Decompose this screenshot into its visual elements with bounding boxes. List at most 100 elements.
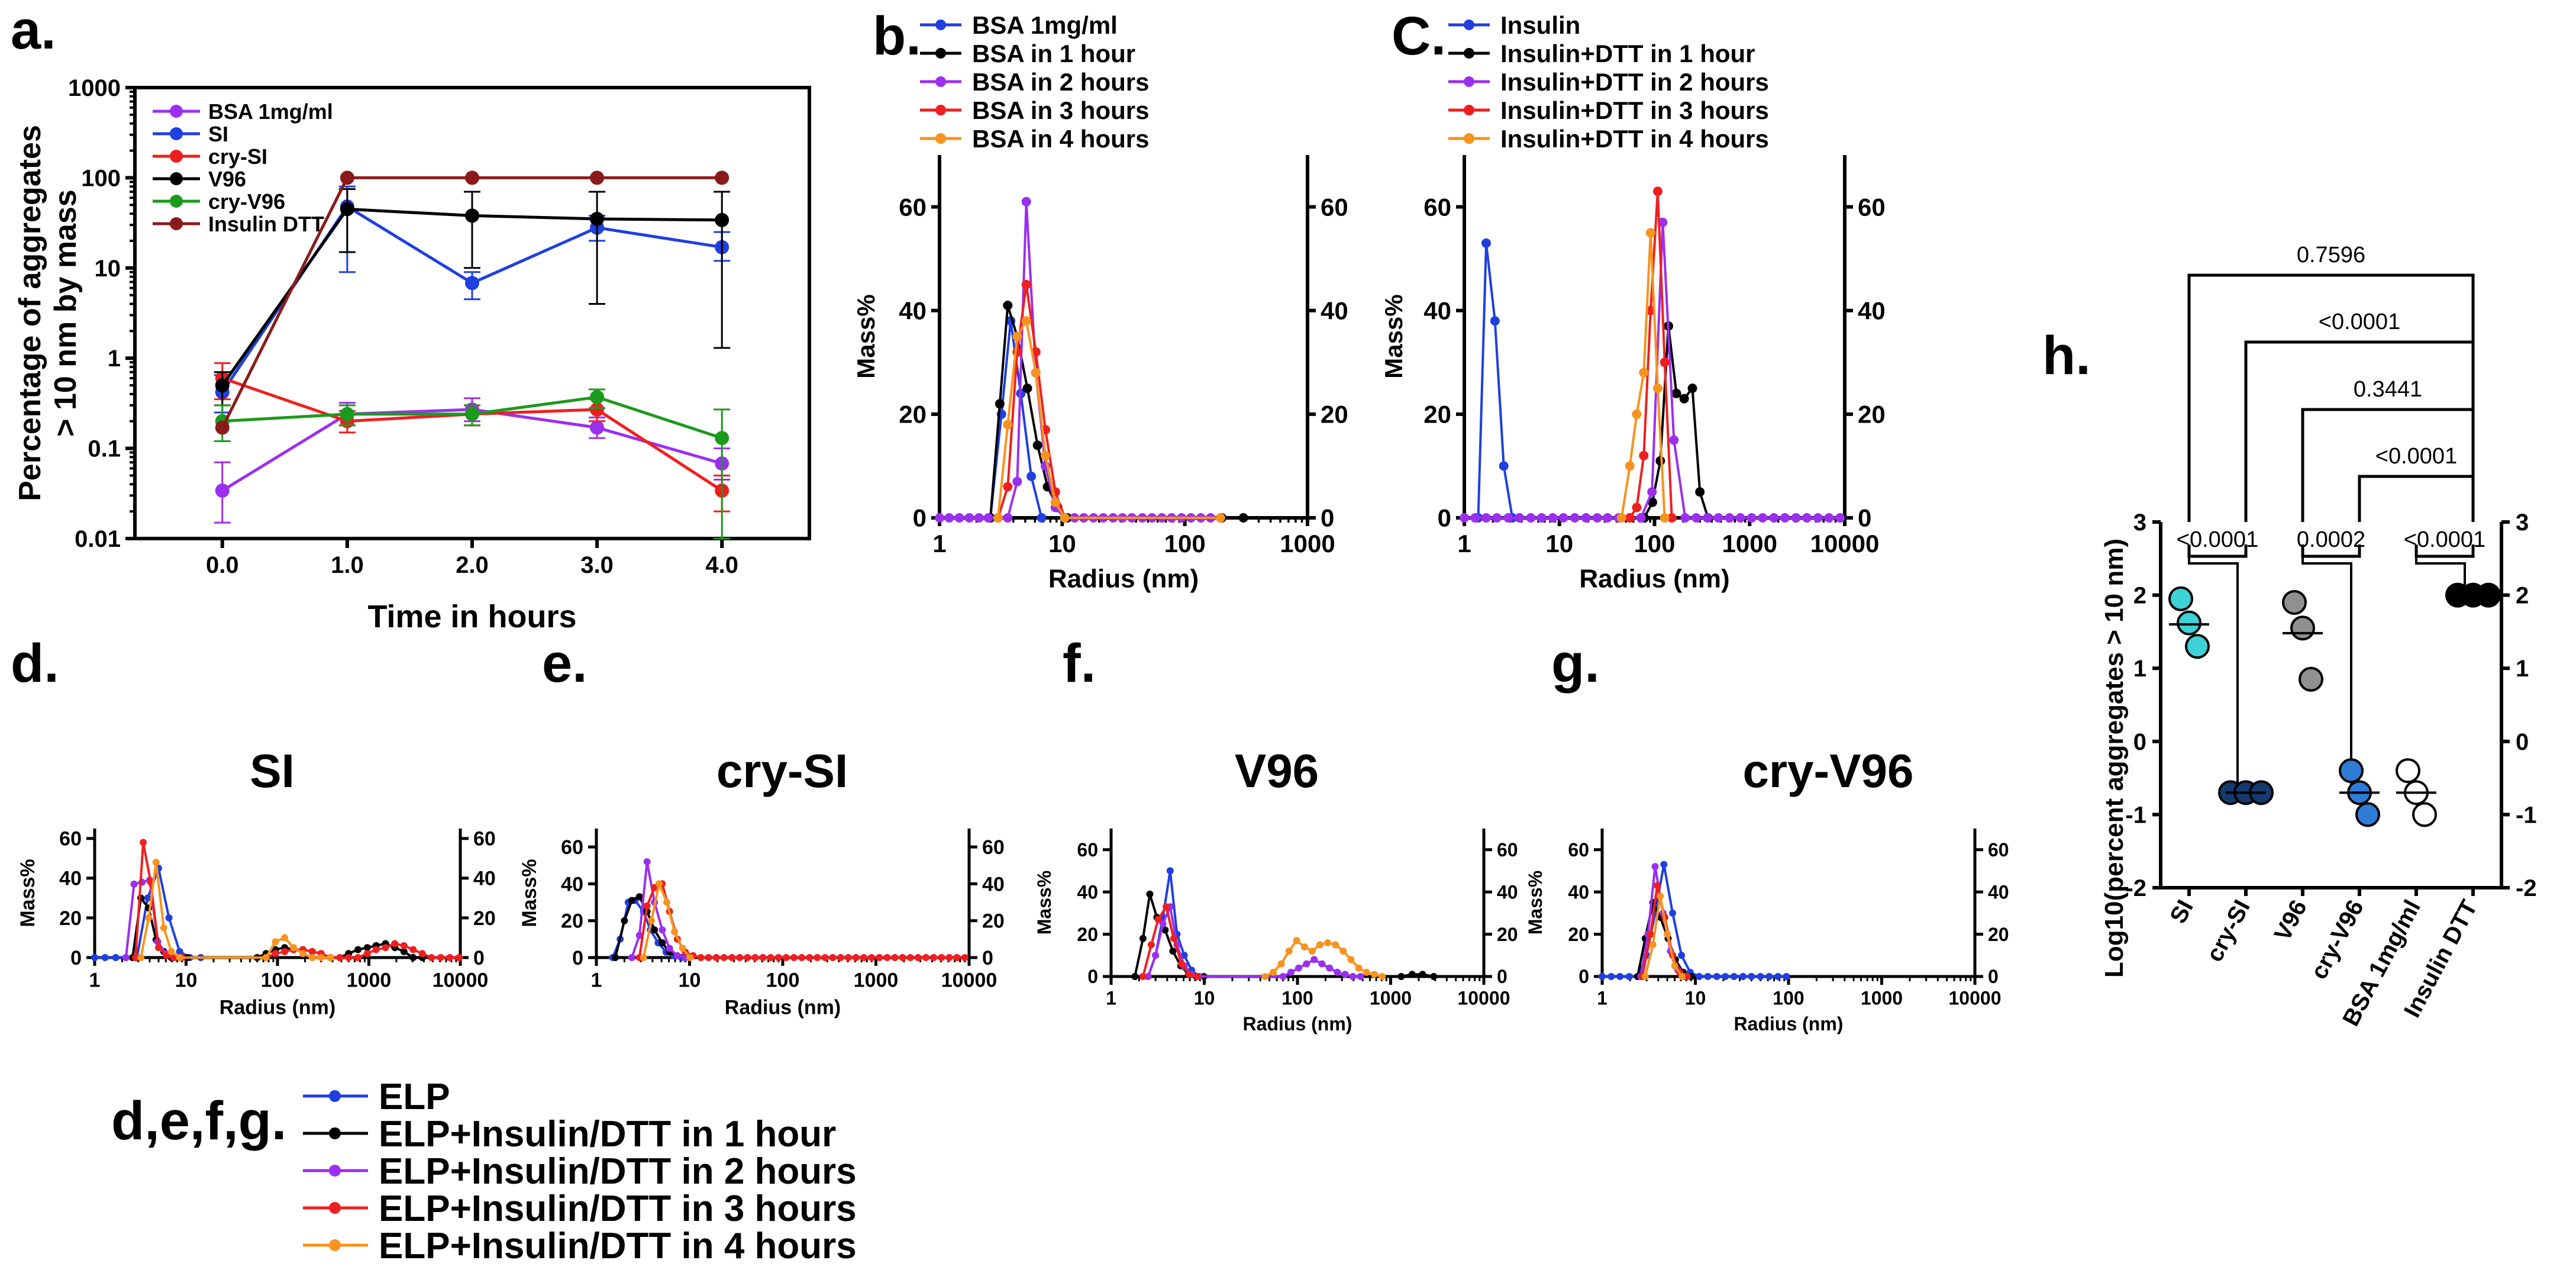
data-point <box>1791 513 1801 523</box>
data-point <box>1603 513 1612 523</box>
data-point <box>1152 952 1160 959</box>
data-point <box>272 938 279 946</box>
y-tick-label-right: 20 <box>1497 924 1518 945</box>
data-point <box>715 431 729 446</box>
y-tick-label-left: 1 <box>2133 656 2146 682</box>
data-point <box>2412 802 2437 827</box>
data-point <box>465 407 479 421</box>
y-tick-label-left: 0 <box>913 504 927 532</box>
data-point <box>336 954 344 961</box>
series-line <box>1602 864 1787 978</box>
data-point <box>1490 316 1500 326</box>
legend-marker <box>170 150 183 163</box>
legend-marker <box>170 195 183 208</box>
legend-marker <box>170 105 183 118</box>
x-category-label: cry-SI <box>2201 896 2255 966</box>
legend-label: BSA 1mg/ml <box>972 11 1118 39</box>
data-point <box>658 939 666 947</box>
data-point <box>1308 948 1316 955</box>
x-tick-label: 100 <box>1281 988 1313 1009</box>
significance-bracket <box>2187 544 2248 558</box>
data-point <box>215 484 230 498</box>
x-tick-label: 1 <box>591 969 602 992</box>
data-point <box>1031 368 1041 378</box>
y-tick-label-right: 60 <box>1321 193 1348 221</box>
x-axis-label: Time in hours <box>367 599 576 634</box>
data-point <box>1159 920 1167 927</box>
data-point <box>1660 513 1670 523</box>
data-point <box>1370 971 1378 978</box>
data-point <box>774 954 782 961</box>
data-point <box>1397 973 1405 980</box>
data-point <box>1649 941 1657 949</box>
data-point <box>1131 973 1139 980</box>
data-point <box>1758 513 1768 523</box>
data-point <box>281 934 289 942</box>
panel-label: b. <box>873 6 921 66</box>
x-tick-label: 1 <box>1597 988 1607 1009</box>
data-point <box>635 893 643 901</box>
data-point <box>1003 513 1013 523</box>
data-point <box>1651 863 1659 871</box>
panel-label: d. <box>11 633 59 694</box>
data-point <box>345 954 353 961</box>
data-point <box>354 954 362 961</box>
legend-marker <box>935 133 946 144</box>
data-point <box>1669 435 1679 445</box>
data-point <box>914 954 922 961</box>
data-point <box>1295 964 1302 972</box>
y-tick-label: 1 <box>108 346 121 372</box>
y-axis-label: Mass% <box>1034 871 1055 935</box>
data-point <box>1503 513 1513 523</box>
data-point <box>400 948 408 955</box>
data-point <box>1193 973 1201 980</box>
data-point <box>1139 934 1147 942</box>
data-point <box>1592 513 1602 523</box>
y-tick-label-left: 20 <box>1077 924 1098 945</box>
data-point <box>612 954 619 961</box>
x-tick-label: 10 <box>1545 530 1573 557</box>
y-tick-label-left: 40 <box>1568 881 1589 903</box>
data-point <box>1730 973 1738 980</box>
y-tick-label-right: 60 <box>1858 193 1886 221</box>
data-point <box>152 859 160 866</box>
data-point <box>1647 930 1654 938</box>
chart-title: cry-V96 <box>1742 745 1913 797</box>
legend-marker <box>1464 76 1474 87</box>
data-point <box>308 954 316 961</box>
x-tick-label: 10 <box>679 969 701 992</box>
p-value-label: <0.0001 <box>2177 527 2258 552</box>
data-point <box>1379 973 1386 980</box>
y-tick-label-left: 2 <box>2133 583 2146 609</box>
chart-title: V96 <box>1235 745 1319 797</box>
legend-marker <box>329 1239 341 1251</box>
data-point <box>686 954 694 961</box>
data-point <box>844 954 852 961</box>
data-point <box>382 944 389 952</box>
data-point <box>160 924 167 932</box>
data-point <box>145 914 153 921</box>
data-point <box>945 954 953 961</box>
y-tick-label-right: 0 <box>982 947 993 969</box>
data-point <box>1660 861 1668 868</box>
data-point <box>1632 502 1642 513</box>
data-point <box>983 513 993 523</box>
y-tick-label-right: 60 <box>982 836 1005 859</box>
legend-label: ELP+Insulin/DTT in 4 hours <box>379 1226 857 1266</box>
y-tick-label: 100 <box>81 165 121 191</box>
x-tick-label: 1 <box>1106 988 1116 1009</box>
pair-connector <box>2415 556 2466 595</box>
data-point <box>663 898 671 906</box>
data-point <box>635 932 643 939</box>
series-line <box>140 862 331 959</box>
data-point <box>798 954 806 961</box>
legend-marker <box>1464 20 1474 30</box>
data-point <box>590 170 605 185</box>
x-tick-label: 100 <box>1773 988 1804 1009</box>
y-tick-label-left: 0 <box>572 947 583 969</box>
data-point <box>2177 610 2201 636</box>
data-point <box>1725 513 1735 523</box>
data-point <box>1332 941 1339 949</box>
legend-label: BSA in 2 hours <box>972 68 1149 96</box>
data-point <box>814 954 821 961</box>
